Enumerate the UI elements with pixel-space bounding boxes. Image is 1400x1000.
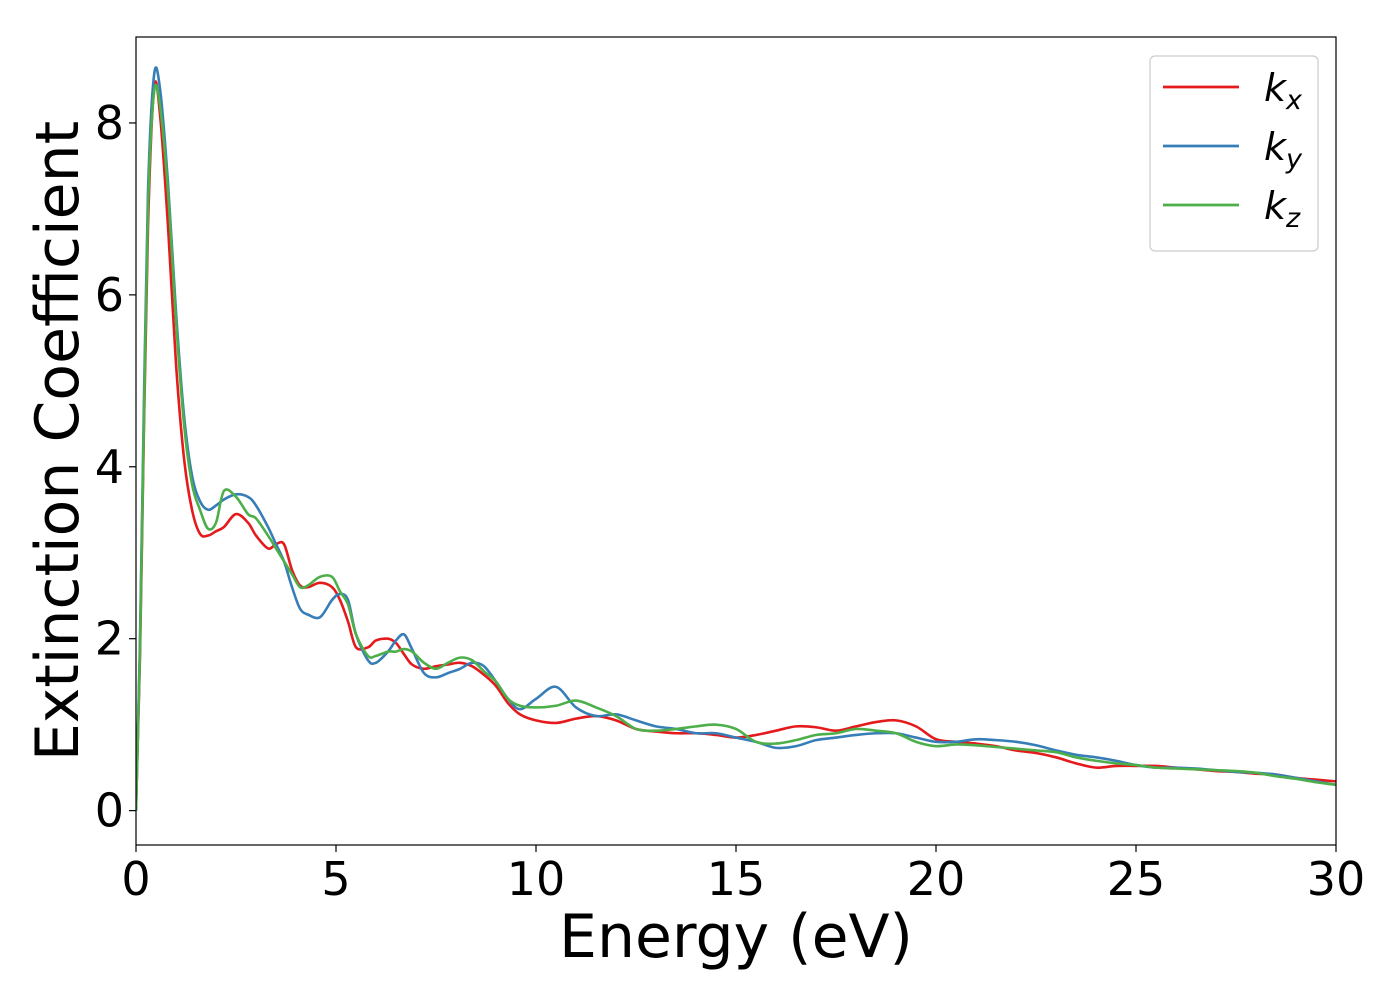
legend-label-z: kz	[1264, 184, 1301, 234]
x-axis-title: Energy (eV)	[559, 902, 913, 972]
legend-box	[1149, 55, 1319, 252]
x-tick-label: 20	[907, 852, 966, 906]
series-line-x	[136, 80, 1336, 811]
x-tick-label: 25	[1107, 852, 1166, 906]
x-tick-label: 10	[507, 852, 566, 906]
y-axis-ticks: 0 2 4 6 8	[95, 96, 136, 838]
x-tick-label: 15	[707, 852, 766, 906]
x-tick-label: 0	[121, 852, 150, 906]
x-axis-ticks: 0 5 10 15 20 25 30	[121, 845, 1365, 906]
y-tick-label: 0	[95, 784, 124, 838]
y-tick-label: 2	[95, 612, 124, 666]
y-tick-label: 4	[95, 440, 124, 494]
y-tick-label: 8	[95, 96, 124, 150]
legend-label-y: ky	[1264, 125, 1303, 175]
y-tick-label: 6	[95, 268, 124, 322]
legend-label-x: kx	[1264, 66, 1303, 116]
x-tick-label: 5	[321, 852, 350, 906]
series-line-z	[136, 83, 1336, 811]
y-axis-title: Extinction Coefficient	[23, 121, 93, 761]
x-tick-label: 30	[1307, 852, 1366, 906]
series-layer	[136, 66, 1336, 811]
legend: kx ky kz	[1149, 55, 1319, 252]
